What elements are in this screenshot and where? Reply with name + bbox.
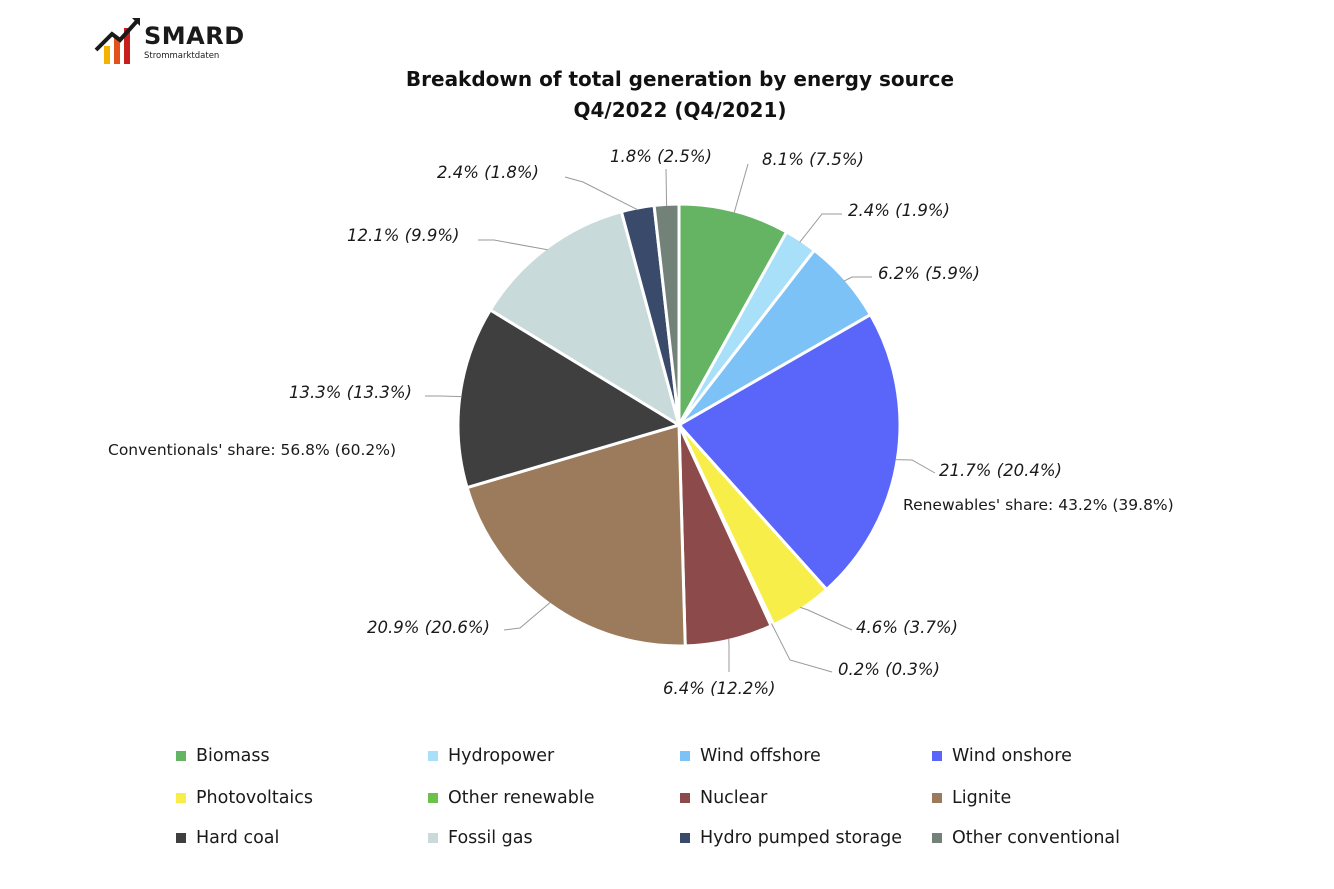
legend-swatch xyxy=(932,751,942,761)
bar-chart-logo-icon xyxy=(94,18,140,64)
legend-item-lignite: Lignite xyxy=(932,786,1011,810)
leader-line-biomass xyxy=(733,163,749,214)
legend-swatch xyxy=(932,793,942,803)
data-label-nuclear: 6.4% (12.2%) xyxy=(663,679,775,698)
legend-swatch xyxy=(176,751,186,761)
chart-title-line-2: Q4/2022 (Q4/2021) xyxy=(573,98,787,122)
legend-item-photovoltaics: Photovoltaics xyxy=(176,786,313,810)
legend-label: Other renewable xyxy=(448,788,595,808)
legend-item-other-renewable: Other renewable xyxy=(428,786,594,810)
leader-line-other-conventional xyxy=(665,168,668,207)
legend-swatch xyxy=(428,751,438,761)
legend-label: Hard coal xyxy=(196,828,280,848)
data-label-hard-coal: 13.3% (13.3%) xyxy=(289,383,412,402)
legend-swatch xyxy=(428,793,438,803)
data-label-hydropower: 2.4% (1.9%) xyxy=(848,201,950,220)
legend-swatch xyxy=(176,793,186,803)
pie-slice-fossil-gas xyxy=(488,209,682,429)
legend-item-hard-coal: Hard coal xyxy=(176,826,279,850)
legend-label: Biomass xyxy=(196,746,270,766)
legend-label: Lignite xyxy=(952,788,1012,808)
data-label-other-conventional: 1.8% (2.5%) xyxy=(610,147,712,166)
legend-item-other-conventional: Other conventional xyxy=(932,826,1120,850)
renewables-share-annotation: Renewables' share: 43.2% (39.8%) xyxy=(903,496,1174,514)
data-label-photovoltaics: 4.6% (3.7%) xyxy=(856,618,958,637)
legend-swatch xyxy=(680,793,690,803)
chart-title-line-1: Breakdown of total generation by energy … xyxy=(405,67,955,91)
legend-item-wind-offshore: Wind offshore xyxy=(680,744,821,768)
leader-line-hydropower xyxy=(799,213,842,243)
pie-chart: 8.1% (7.5%) 2.4% (1.9%) 6.2% (5.9%) 21.7% (… xyxy=(108,147,1174,698)
data-label-lignite: 20.9% (20.6%) xyxy=(367,618,490,637)
legend-label: Wind onshore xyxy=(952,746,1072,766)
leader-line-photovoltaics xyxy=(800,606,853,631)
data-label-wind-onshore: 21.7% (20.4%) xyxy=(939,461,1062,480)
legend-label: Hydropower xyxy=(448,746,555,766)
leader-line-wind-offshore xyxy=(843,276,872,282)
legend-swatch xyxy=(176,833,186,843)
legend-item-hydro-pumped-storage: Hydro pumped storage xyxy=(680,826,902,850)
legend-label: Other conventional xyxy=(952,828,1120,848)
pie-slices xyxy=(456,202,902,648)
legend-item-biomass: Biomass xyxy=(176,744,270,768)
leader-line-wind-onshore xyxy=(895,459,936,474)
legend-label: Nuclear xyxy=(700,788,768,808)
leader-line-lignite xyxy=(503,601,551,631)
legend-label: Hydro pumped storage xyxy=(700,828,902,848)
legend-swatch xyxy=(680,833,690,843)
legend-item-wind-onshore: Wind onshore xyxy=(932,744,1072,768)
data-label-hydro-pumped-storage: 2.4% (1.8%) xyxy=(437,163,539,182)
data-label-biomass: 8.1% (7.5%) xyxy=(762,150,864,169)
legend-label: Fossil gas xyxy=(448,828,533,848)
legend-item-nuclear: Nuclear xyxy=(680,786,767,810)
legend-swatch xyxy=(932,833,942,843)
legend-label: Wind offshore xyxy=(700,746,821,766)
chart-title: Breakdown of total generation by energy … xyxy=(330,64,1030,126)
leader-line-hydro-pumped-storage xyxy=(564,176,639,211)
leader-line-hard-coal xyxy=(425,395,462,398)
logo-tagline: Strommarktdaten xyxy=(144,51,220,61)
data-label-other-renewable: 0.2% (0.3%) xyxy=(838,660,940,679)
legend-item-fossil-gas: Fossil gas xyxy=(428,826,533,850)
leader-lines xyxy=(425,163,936,673)
legend-label: Photovoltaics xyxy=(196,788,314,808)
legend-swatch xyxy=(428,833,438,843)
logo-wordmark: SMARD xyxy=(144,22,245,50)
leader-line-fossil-gas xyxy=(478,239,548,251)
conventionals-share-annotation: Conventionals' share: 56.8% (60.2%) xyxy=(108,441,396,459)
leader-line-other-renewable xyxy=(771,623,833,673)
legend-item-hydropower: Hydropower xyxy=(428,744,554,768)
data-label-wind-offshore: 6.2% (5.9%) xyxy=(878,264,980,283)
smard-logo: SMARD Strommarktdaten xyxy=(94,14,254,70)
legend-swatch xyxy=(680,751,690,761)
data-label-fossil-gas: 12.1% (9.9%) xyxy=(347,226,459,245)
data-labels: 8.1% (7.5%) 2.4% (1.9%) 6.2% (5.9%) 21.7% (… xyxy=(289,147,1062,698)
